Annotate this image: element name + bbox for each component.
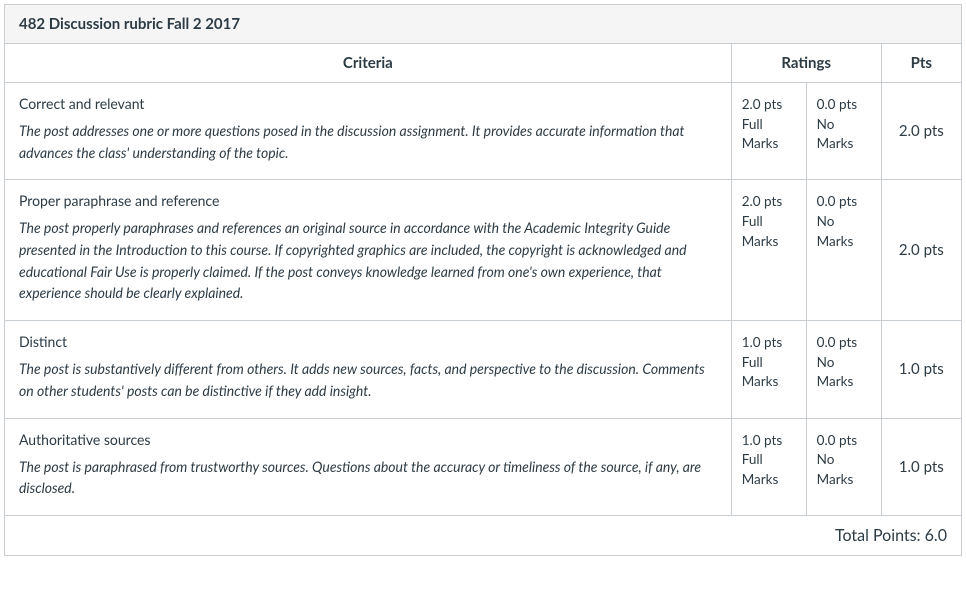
points-cell: 2.0 pts [881,83,961,180]
rating-label: No Marks [817,212,871,251]
rating-cell: 0.0 ptsNo Marks [806,180,881,321]
rating-pts: 0.0 pts [817,333,871,353]
criteria-desc: The post is paraphrased from trustworthy… [19,456,717,499]
total-points: Total Points: 6.0 [5,515,961,555]
criteria-cell: Proper paraphrase and reference The post … [5,180,731,321]
rating-label: No Marks [817,353,871,392]
rubric-table: Criteria Ratings Pts Correct and relevan… [5,44,961,555]
total-row: Total Points: 6.0 [5,515,961,555]
header-pts: Pts [881,44,961,83]
header-ratings: Ratings [731,44,881,83]
criteria-desc: The post addresses one or more questions… [19,120,717,163]
rating-pts: 2.0 pts [742,95,796,115]
rating-pts: 0.0 pts [817,95,871,115]
table-row: Authoritative sources The post is paraphr… [5,418,961,515]
criteria-name: Correct and relevant [19,95,717,112]
rating-pts: 0.0 pts [817,431,871,451]
criteria-cell: Distinct The post is substantively differ… [5,321,731,418]
criteria-desc: The post properly paraphrases and refere… [19,217,717,304]
rating-cell: 0.0 ptsNo Marks [806,321,881,418]
criteria-name: Distinct [19,333,717,350]
rating-cell: 2.0 ptsFull Marks [731,180,806,321]
criteria-cell: Correct and relevant The post addresses o… [5,83,731,180]
rating-cell: 1.0 ptsFull Marks [731,418,806,515]
rating-cell: 2.0 ptsFull Marks [731,83,806,180]
header-row: Criteria Ratings Pts [5,44,961,83]
rating-cell: 1.0 ptsFull Marks [731,321,806,418]
rating-label: Full Marks [742,450,796,489]
header-criteria: Criteria [5,44,731,83]
table-row: Distinct The post is substantively differ… [5,321,961,418]
table-row: Correct and relevant The post addresses o… [5,83,961,180]
rating-label: No Marks [817,450,871,489]
criteria-cell: Authoritative sources The post is paraphr… [5,418,731,515]
rating-label: Full Marks [742,212,796,251]
rating-cell: 0.0 ptsNo Marks [806,418,881,515]
rating-pts: 2.0 pts [742,192,796,212]
rating-label: Full Marks [742,353,796,392]
criteria-desc: The post is substantively different from… [19,358,717,401]
rating-pts: 0.0 pts [817,192,871,212]
points-cell: 1.0 pts [881,321,961,418]
criteria-name: Authoritative sources [19,431,717,448]
rubric-title: 482 Discussion rubric Fall 2 2017 [5,5,961,44]
rating-pts: 1.0 pts [742,431,796,451]
rating-cell: 0.0 ptsNo Marks [806,83,881,180]
rating-pts: 1.0 pts [742,333,796,353]
points-cell: 2.0 pts [881,180,961,321]
criteria-name: Proper paraphrase and reference [19,192,717,209]
table-row: Proper paraphrase and reference The post … [5,180,961,321]
rating-label: Full Marks [742,115,796,154]
points-cell: 1.0 pts [881,418,961,515]
rating-label: No Marks [817,115,871,154]
rubric-container: 482 Discussion rubric Fall 2 2017 Criter… [4,4,962,556]
